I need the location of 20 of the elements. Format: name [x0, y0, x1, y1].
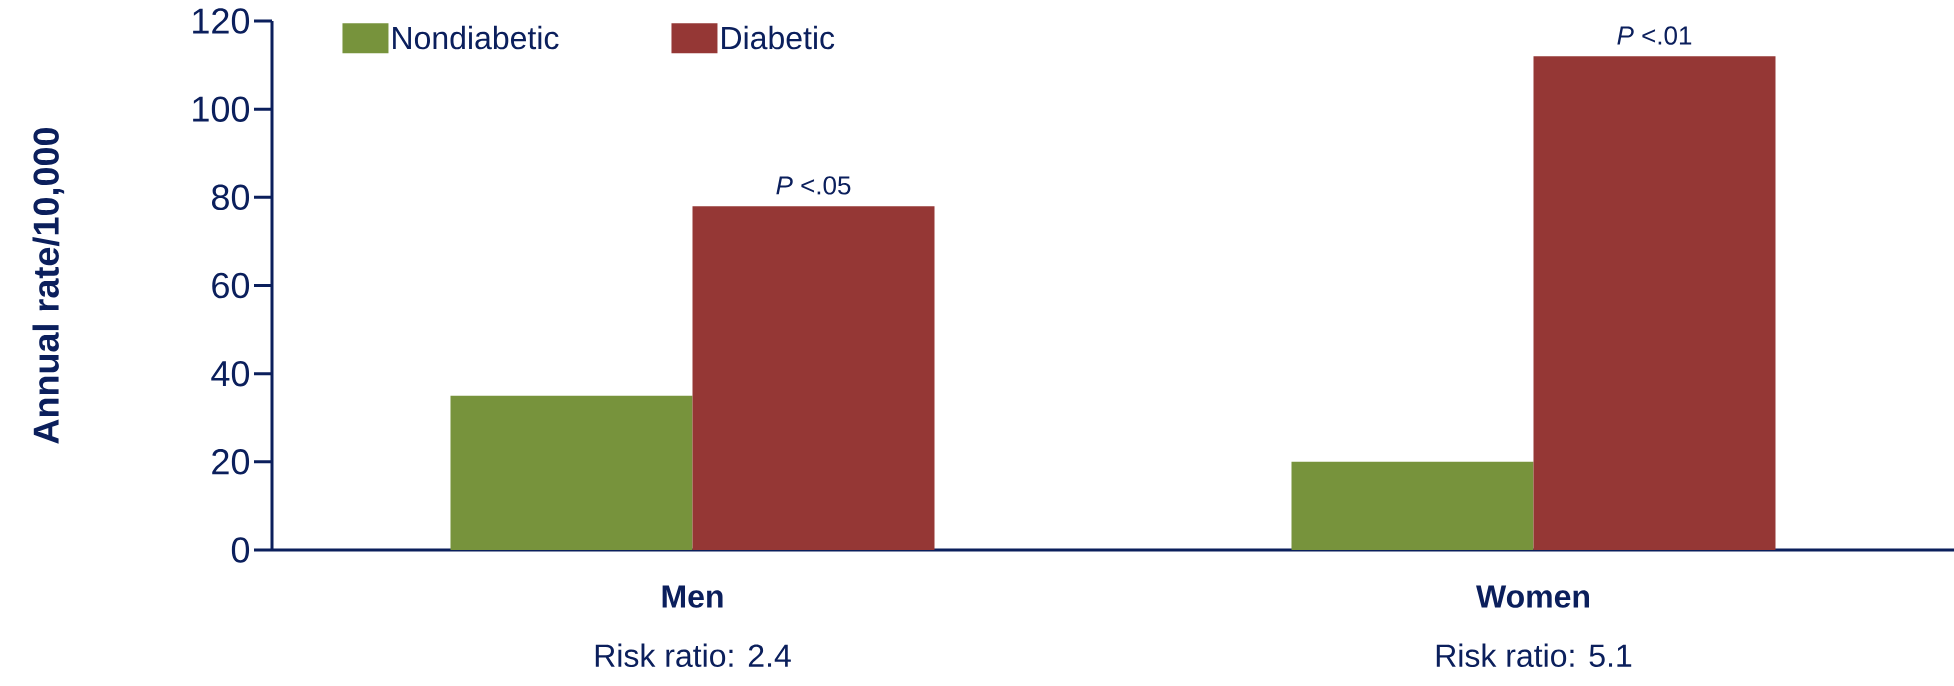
x-tick-label: Women: [1476, 585, 1589, 608]
legend-label: Diabetic: [722, 25, 835, 50]
y-tick-label: 0: [231, 537, 250, 563]
annotation: P <.01: [1617, 26, 1692, 45]
bar: [1291, 461, 1534, 550]
y-tick-label: 120: [193, 8, 250, 34]
bar: [692, 206, 935, 550]
y-tick-label: 60: [212, 272, 250, 299]
text: Risk ratio: 5.1: [1436, 643, 1632, 668]
bar: [1533, 56, 1776, 550]
y-tick-label: 80: [212, 184, 250, 211]
x-tick-label: Men: [662, 585, 723, 608]
text: Risk ratio: 2.4: [595, 643, 791, 668]
bar: [450, 395, 693, 550]
annotation: P <.05: [776, 176, 851, 195]
y-tick-label: 40: [211, 360, 250, 387]
legend-label: Nondiabetic: [393, 25, 559, 50]
y-tick-label: 100: [193, 96, 250, 122]
y-tick-label: 20: [212, 449, 250, 475]
y-axis-title: Annual rate/10,000: [32, 127, 65, 444]
